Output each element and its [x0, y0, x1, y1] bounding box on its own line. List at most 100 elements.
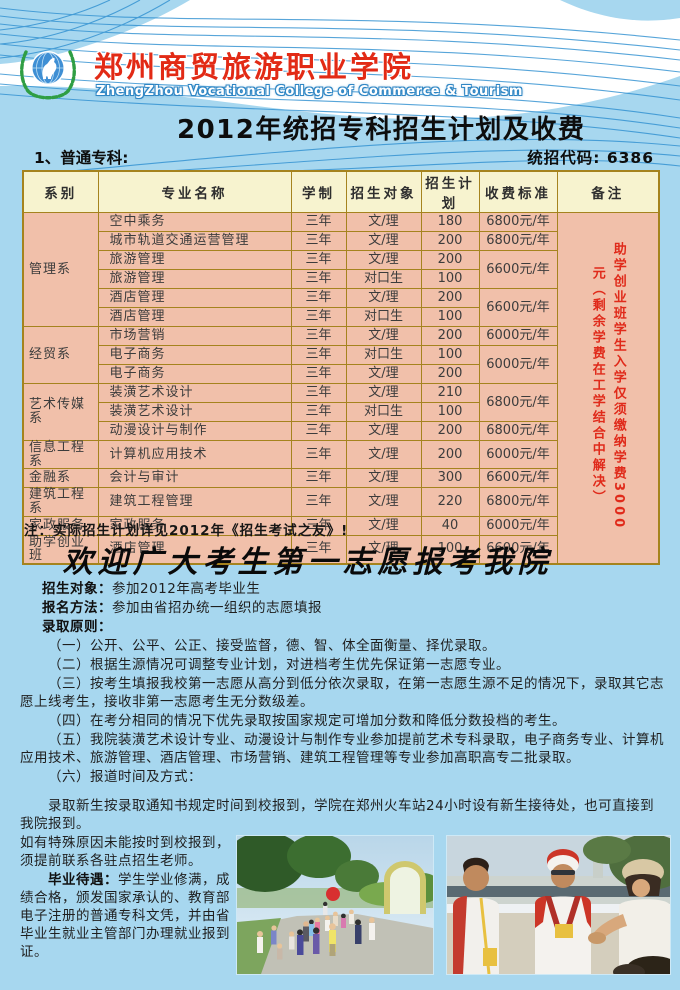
target-cell: 对口生	[345, 345, 422, 365]
fee-cell: 6800元/年	[478, 487, 558, 517]
fee-cell: 6800元/年	[478, 383, 558, 422]
column-header: 收费标准	[478, 170, 558, 213]
table-row: 家政服务 家政服务 三年 文/理 40 6000元/年	[22, 515, 659, 536]
duration-cell: 三年	[290, 487, 347, 517]
table-row: 电子商务 三年 文/理 200	[23, 364, 659, 384]
plan-cell: 40	[420, 515, 480, 536]
major-cell: 计算机应用技术	[97, 439, 292, 470]
dept-cell: 家政服务	[22, 515, 99, 536]
target-cell: 文/理	[345, 421, 422, 441]
target-label: 招生对象：	[42, 581, 112, 597]
plan-cell: 100	[420, 402, 480, 422]
admission-info: 招生对象：参加2012年高考毕业生 报名方法：参加由省招办统一组织的志愿填报 录…	[20, 580, 666, 787]
duration-cell: 三年	[290, 534, 347, 565]
dept-cell: 经贸系	[22, 326, 99, 384]
dept-cell: 管理系	[22, 212, 99, 327]
plan-cell: 220	[420, 487, 480, 517]
major-cell: 旅游管理	[97, 250, 292, 270]
method-value: 参加由省招办统一组织的志愿填报	[112, 600, 322, 616]
target-cell: 文/理	[345, 468, 422, 489]
duration-cell: 三年	[290, 231, 347, 251]
table-row: 建筑工程系 建筑工程管理 三年 文/理 220 6800元/年	[22, 487, 659, 517]
target-cell: 对口生	[345, 307, 422, 327]
college-name-chinese: 郑州商贸旅游职业学院	[94, 50, 415, 84]
duration-cell: 三年	[290, 345, 347, 365]
table-row: 艺术传媒系 装潢艺术设计 三年 文/理 210 6800元/年	[22, 383, 659, 441]
target-cell: 文/理	[345, 439, 422, 470]
target-cell: 文/理	[345, 326, 422, 346]
major-cell: 动漫设计与制作	[97, 421, 292, 441]
major-cell: 会计与审计	[97, 468, 292, 489]
column-header: 专业名称	[97, 170, 292, 213]
plan-cell: 200	[420, 250, 480, 270]
table-row: 酒店管理 三年 对口生 100	[23, 307, 659, 327]
fee-cell: 6000元/年	[478, 345, 558, 384]
table-row: 助学创业班 酒店管理 三年 文/理 100 6600元/年	[22, 534, 659, 565]
plan-cell: 180	[420, 212, 480, 232]
column-header: 系别	[22, 170, 99, 213]
fee-cell: 6800元/年	[478, 231, 558, 251]
column-header: 招生对象	[345, 170, 422, 213]
major-cell: 家政服务	[97, 515, 292, 536]
duration-cell: 三年	[290, 439, 347, 470]
method-line: 报名方法：参加由省招办统一组织的志愿填报	[42, 599, 666, 617]
target-cell: 对口生	[345, 402, 422, 422]
fee-cell: 6000元/年	[478, 439, 558, 470]
plan-cell: 100	[420, 345, 480, 365]
plan-note: 注：实际招生计划详见2012年《招生考试之友》!	[24, 523, 349, 539]
target-cell: 文/理	[345, 250, 422, 270]
plan-cell: 100	[420, 534, 480, 565]
college-logo	[17, 40, 79, 104]
duration-cell: 三年	[290, 269, 347, 289]
enrollment-plan-table: 系别 专业名称 学制 招生对象 招生计划 收费标准 备注 管理系 空中乘务 三年 文/理 180 68…	[22, 170, 660, 565]
welcome-slogan: 欢迎广大考生第一志愿报考我院	[62, 545, 553, 580]
duration-cell: 三年	[290, 468, 347, 489]
table-row: 金融系 会计与审计 三年 文/理 300 6600元/年	[22, 468, 659, 489]
fee-cell: 6600元/年	[478, 534, 558, 565]
major-cell: 电子商务	[97, 364, 292, 384]
major-cell: 酒店管理	[97, 534, 292, 565]
target-cell: 文/理	[345, 515, 422, 536]
duration-cell: 三年	[290, 402, 347, 422]
dept-cell: 信息工程系	[22, 439, 99, 470]
principles-list: （一）公开、公平、公正、接受监督，德、智、体全面衡量、择优录取。 （二）根据生源情…	[20, 637, 666, 786]
table-row: 旅游管理 三年 对口生 100	[23, 269, 659, 289]
major-cell: 电子商务	[97, 345, 292, 365]
target-cell: 文/理	[345, 487, 422, 517]
major-cell: 市场营销	[97, 326, 292, 346]
plan-cell: 100	[420, 269, 480, 289]
target-line: 招生对象：参加2012年高考毕业生	[42, 580, 666, 598]
major-cell: 装潢艺术设计	[97, 383, 292, 403]
target-cell: 文/理	[345, 231, 422, 251]
table-row: 信息工程系 计算机应用技术 三年 文/理 200 6000元/年	[22, 439, 659, 470]
plan-cell: 210	[420, 383, 480, 403]
remark-cell: 助学创业班学生入学仅须缴纳学费3000元（剩余学费在工学结合中解决）	[556, 211, 660, 565]
duration-cell: 三年	[290, 383, 347, 403]
duration-cell: 三年	[290, 421, 347, 441]
table-row: 管理系 空中乘务 三年 文/理 180 6800元/年 助学创业班学生入学仅须缴纳学费300…	[22, 211, 660, 565]
plan-cell: 200	[420, 439, 480, 470]
enrollment-code: 统招代码: 6386	[527, 149, 654, 167]
table-header-row: 系别 专业名称 学制 招生对象 招生计划 收费标准 备注	[22, 170, 660, 213]
plan-cell: 200	[420, 364, 480, 384]
column-header: 学制	[290, 170, 347, 213]
duration-cell: 三年	[290, 326, 347, 346]
graduation-line: 毕业待遇：学生学业修满，成绩合格，颁发国家承认的、教育部电子注册的普通专科文凭，…	[20, 871, 233, 961]
duration-cell: 三年	[290, 307, 347, 327]
target-cell: 文/理	[345, 212, 422, 232]
athletes-photo	[447, 836, 670, 974]
dept-cell: 金融系	[22, 468, 99, 489]
fee-cell: 6000元/年	[478, 515, 558, 536]
major-cell: 空中乘务	[97, 212, 292, 232]
report-paragraph-2: 如有特殊原因未能按时到校报到，须提前联系各驻点招生老师。	[20, 835, 230, 869]
duration-cell: 三年	[290, 515, 347, 536]
plan-cell: 200	[420, 326, 480, 346]
plan-cell: 200	[420, 421, 480, 441]
duration-cell: 三年	[290, 212, 347, 232]
fee-cell: 6000元/年	[478, 326, 558, 346]
method-label: 报名方法：	[42, 600, 112, 616]
fee-cell: 6600元/年	[478, 250, 558, 289]
target-cell: 文/理	[345, 288, 422, 308]
admission-principle: （一）公开、公平、公正、接受监督，德、智、体全面衡量、择优录取。	[48, 638, 496, 654]
major-cell: 装潢艺术设计	[97, 402, 292, 422]
